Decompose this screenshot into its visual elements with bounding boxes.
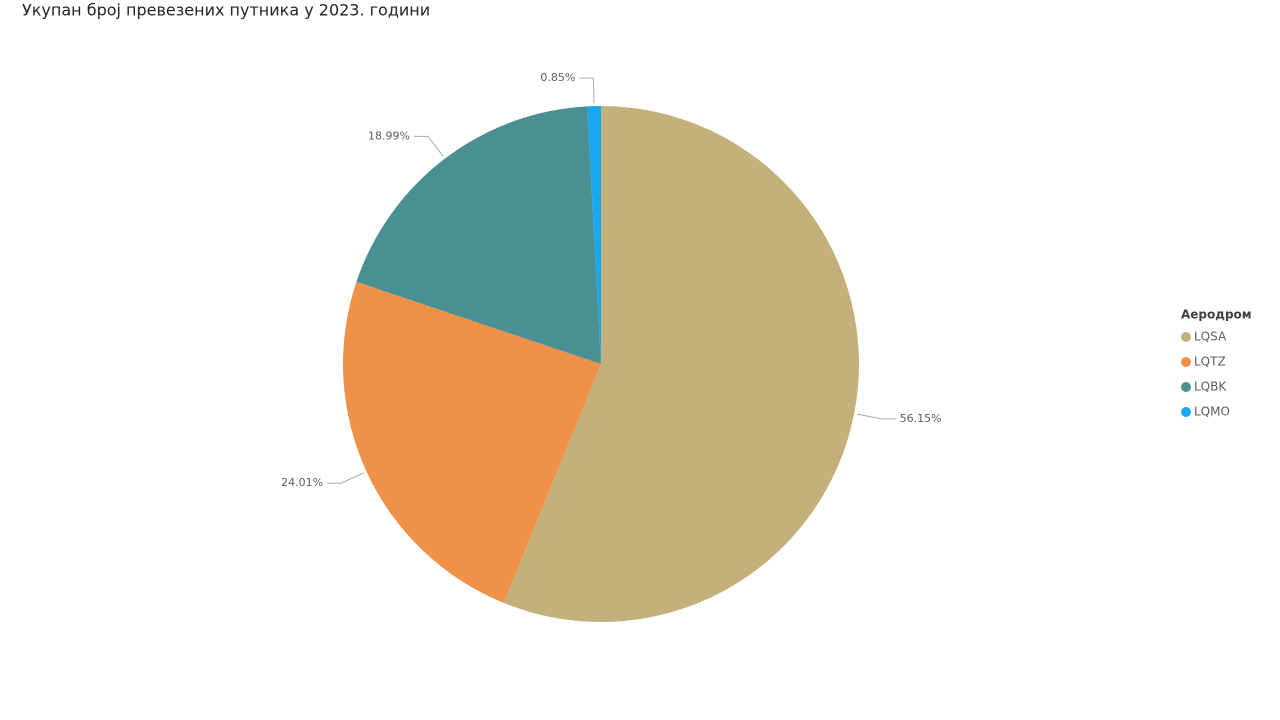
legend-marker	[1181, 332, 1191, 342]
pie-slice	[503, 106, 860, 622]
leader-line	[857, 413, 896, 420]
leader-line	[579, 77, 595, 104]
chart-title: Укупан број превезених путника у 2023. г…	[22, 1, 430, 20]
legend-marker	[1181, 357, 1191, 367]
pie-slice	[587, 106, 601, 364]
legend-label: LQMO	[1194, 405, 1230, 419]
pie-slice	[356, 106, 601, 364]
legend-title: Аеродром	[1181, 308, 1252, 322]
leader-line	[327, 472, 364, 484]
data-label: 24.01%	[281, 476, 323, 489]
data-label: 0.85%	[540, 71, 575, 84]
pie-slice	[343, 281, 601, 603]
data-label: 56.15%	[900, 412, 942, 425]
data-label: 18.99%	[368, 129, 410, 142]
legend-label: LQBK	[1194, 380, 1227, 394]
legend-marker	[1181, 382, 1191, 392]
legend-label: LQTZ	[1194, 355, 1226, 369]
leader-line	[413, 135, 444, 157]
legend-label: LQSA	[1194, 330, 1227, 344]
legend-marker	[1181, 407, 1191, 417]
